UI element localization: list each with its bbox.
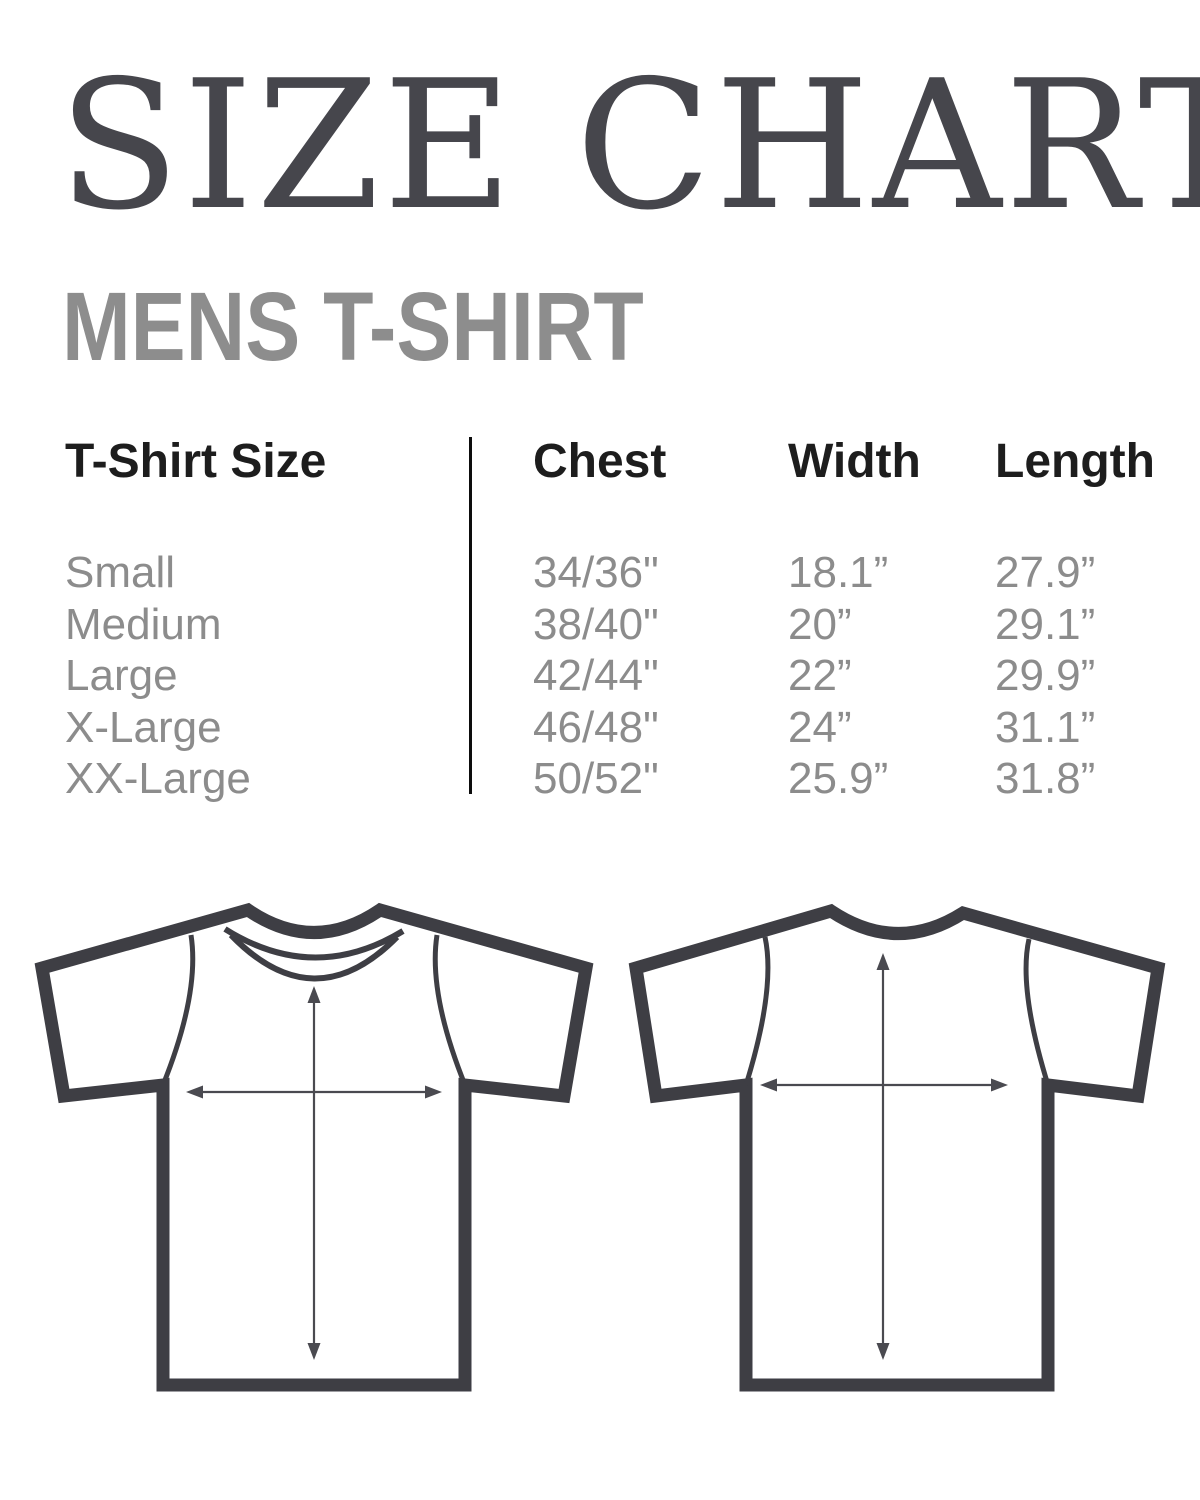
front-collar-outer-arc [223,926,405,961]
back-width-arrow [760,1078,1008,1092]
width-cell: 20” [788,599,852,649]
front-collar-inner-arc [228,932,400,982]
col-header-length: Length [995,435,1155,488]
table-row: Medium 38/40" 20” 29.1” [0,599,1200,651]
width-cell: 22” [788,651,852,700]
length-cell: 31.1” [995,702,1096,752]
back-right-sleeve-seam [1023,938,1051,1086]
width-cell: 25.9” [788,754,889,803]
front-width-arrow [186,1085,442,1099]
page-title: SIZE CHART [58,42,1200,249]
size-cell: XX-Large [65,754,251,803]
col-header-chest: Chest [533,435,667,488]
tshirt-back-outline [628,903,1166,1392]
table-header-row: T-Shirt Size Chest Width Length [0,437,1200,487]
table-row: Large 42/44" 22” 29.9” [0,650,1200,702]
chest-cell: 42/44" [533,651,659,700]
length-cell: 29.1” [995,599,1096,649]
chest-cell: 38/40" [533,599,659,649]
table-row: Small 34/36" 18.1” 27.9” [0,547,1200,599]
col-header-width: Width [788,435,921,488]
size-cell: Small [65,548,176,597]
front-length-arrow [307,986,321,1360]
tshirt-front-icon [34,902,594,1392]
table-row: X-Large 46/48" 24” 31.1” [0,702,1200,754]
length-cell: 27.9” [995,548,1096,597]
length-cell: 29.9” [995,651,1096,700]
table-body: Small 34/36" 18.1” 27.9” Medium 38/40" 2… [0,547,1200,805]
chest-cell: 46/48" [533,702,659,752]
chest-cell: 34/36" [533,548,659,597]
front-left-sleeve-seam [160,934,196,1086]
tshirt-back-icon [628,903,1166,1392]
width-cell: 18.1” [788,548,889,597]
width-cell: 24” [788,702,852,752]
chest-cell: 50/52" [533,754,659,803]
size-cell: Medium [65,599,222,649]
page-subtitle: MENS T-SHIRT [62,272,644,381]
table-row: XX-Large 50/52" 25.9” 31.8” [0,753,1200,805]
front-right-sleeve-seam [432,934,468,1086]
back-left-sleeve-seam [743,936,771,1086]
col-header-size: T-Shirt Size [65,435,327,488]
size-cell: Large [65,651,178,700]
column-divider-line [469,437,472,794]
length-cell: 31.8” [995,754,1096,803]
size-cell: X-Large [65,702,222,752]
back-length-arrow [876,953,890,1360]
